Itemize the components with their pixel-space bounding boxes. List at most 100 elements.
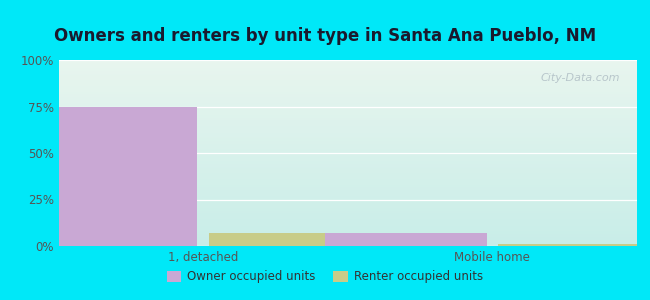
Bar — [58, 124, 637, 125]
Bar — [58, 120, 637, 122]
Bar — [58, 75, 637, 76]
Bar — [58, 107, 637, 108]
Bar — [58, 230, 637, 231]
Bar — [58, 87, 637, 88]
Bar — [58, 212, 637, 214]
Bar — [58, 240, 637, 241]
Bar — [58, 185, 637, 187]
Bar — [58, 177, 637, 178]
Bar — [58, 133, 637, 134]
Bar — [58, 211, 637, 212]
Bar — [58, 199, 637, 200]
Bar — [58, 106, 637, 107]
Bar — [58, 202, 637, 203]
Bar — [58, 189, 637, 190]
Bar — [58, 143, 637, 144]
Bar — [58, 102, 637, 103]
Bar — [58, 233, 637, 234]
Bar — [58, 174, 637, 175]
Bar — [58, 81, 637, 82]
Bar — [58, 144, 637, 145]
Bar — [58, 116, 637, 117]
Bar — [58, 77, 637, 78]
Bar — [58, 227, 637, 228]
Bar — [58, 231, 637, 232]
Bar — [58, 141, 637, 142]
Bar — [58, 229, 637, 230]
Bar — [58, 165, 637, 166]
Bar — [58, 241, 637, 242]
Bar — [58, 125, 637, 126]
Bar — [58, 118, 637, 119]
Bar — [58, 210, 637, 211]
Bar — [58, 127, 637, 128]
Bar — [58, 238, 637, 239]
Bar — [58, 197, 637, 198]
Bar — [58, 64, 637, 66]
Bar — [58, 63, 637, 64]
Bar — [58, 159, 637, 160]
Bar — [58, 118, 637, 119]
Bar — [58, 176, 637, 177]
Bar — [58, 175, 637, 176]
Bar — [58, 117, 637, 118]
Bar — [58, 97, 637, 98]
Bar — [58, 220, 637, 221]
Bar — [58, 169, 637, 170]
Bar — [58, 208, 637, 209]
Bar — [58, 148, 637, 149]
Bar — [58, 101, 637, 102]
Bar — [58, 123, 637, 124]
Bar — [58, 86, 637, 87]
Bar — [58, 76, 637, 77]
Bar — [58, 225, 637, 226]
Bar — [58, 218, 637, 219]
Bar — [58, 243, 637, 244]
Bar — [58, 237, 637, 238]
Bar — [58, 222, 637, 223]
Bar — [58, 215, 637, 216]
Bar — [58, 204, 637, 205]
Bar — [58, 166, 637, 167]
Bar — [58, 188, 637, 189]
Bar — [58, 145, 637, 146]
Bar — [58, 156, 637, 157]
Bar — [58, 192, 637, 193]
Bar — [58, 153, 637, 154]
Legend: Owner occupied units, Renter occupied units: Owner occupied units, Renter occupied un… — [162, 266, 488, 288]
Bar — [58, 108, 637, 109]
Bar — [58, 239, 637, 240]
Bar — [58, 85, 637, 86]
Bar — [58, 142, 637, 143]
Bar — [58, 67, 637, 68]
Bar — [58, 167, 637, 168]
Bar — [58, 162, 637, 163]
Bar — [58, 113, 637, 114]
Bar — [58, 179, 637, 180]
Bar — [58, 201, 637, 202]
Bar — [58, 110, 637, 111]
Bar — [58, 149, 637, 150]
Bar — [58, 92, 637, 94]
Bar — [58, 147, 637, 148]
Bar — [58, 128, 637, 129]
Bar — [58, 238, 637, 239]
Bar — [58, 160, 637, 161]
Bar — [58, 94, 637, 95]
Bar — [58, 196, 637, 197]
Text: City-Data.com: City-Data.com — [540, 73, 619, 83]
Bar — [58, 103, 637, 104]
Bar — [58, 104, 637, 105]
Bar — [58, 82, 637, 83]
Bar — [58, 217, 637, 218]
Bar — [58, 105, 637, 106]
Bar — [58, 114, 637, 115]
Bar — [58, 115, 637, 116]
Bar — [58, 139, 637, 140]
Bar — [58, 178, 637, 179]
Bar — [58, 132, 637, 133]
Bar — [58, 79, 637, 80]
Bar — [58, 68, 637, 69]
Bar — [58, 164, 637, 165]
Bar — [58, 126, 637, 127]
